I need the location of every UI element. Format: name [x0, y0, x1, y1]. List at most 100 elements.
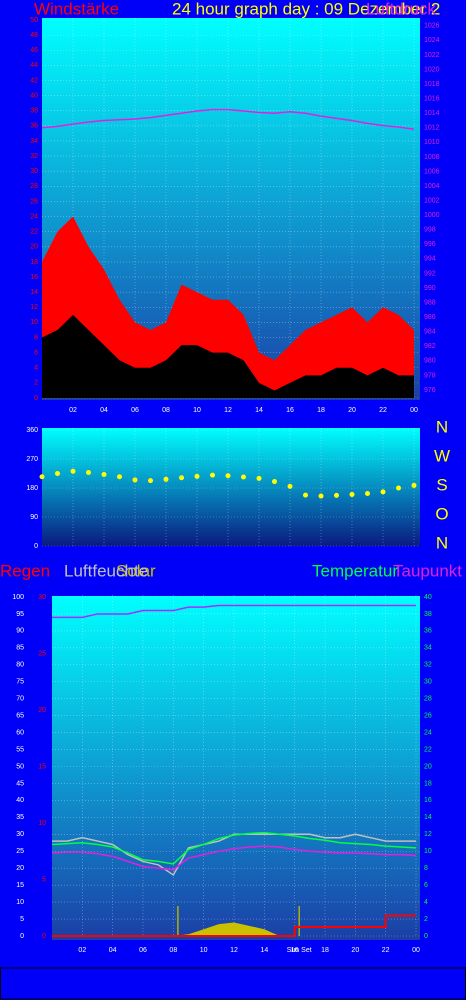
- y2-tick-label: 1020: [424, 66, 440, 73]
- y2-tick-label: 28: [424, 696, 432, 703]
- y2-tick-label: 12: [424, 831, 432, 838]
- line: [52, 604, 416, 619]
- y2-tick-label: 986: [424, 314, 436, 321]
- y-tick-label: 10: [30, 319, 38, 326]
- x-tick-label: 08: [169, 947, 177, 954]
- y2-tick-label: 984: [424, 329, 436, 336]
- y-tick-label: 0: [34, 543, 38, 550]
- y2-tick-label: 1004: [424, 183, 440, 190]
- x-tick-label: 12: [224, 407, 232, 414]
- area: [42, 314, 414, 398]
- point: [101, 471, 107, 477]
- point: [272, 479, 277, 485]
- y-tick-label: 45: [16, 780, 24, 787]
- y2-tick-label: 20: [424, 763, 432, 770]
- x-tick-label: 16: [286, 407, 294, 414]
- y-tick-label: 5: [20, 916, 24, 923]
- x-tick-label: 06: [139, 947, 147, 954]
- x-tick-label: 02: [69, 407, 77, 414]
- y2-tick-label: 978: [424, 372, 436, 379]
- y-tick-label: 2: [34, 380, 38, 387]
- plot-area: [52, 596, 420, 940]
- y-tick-label: 50: [16, 763, 24, 770]
- point: [287, 483, 293, 489]
- chart-title: 24 hour graph day : 09 Dezember 2: [172, 0, 440, 18]
- y2-tick-label: 988: [424, 299, 436, 306]
- x-tick-label: 10: [200, 947, 208, 954]
- y-tick-label: 70: [16, 696, 24, 703]
- frame: [0, 967, 466, 1000]
- y3-tick-label: 25: [38, 650, 46, 657]
- direction-label: O: [435, 504, 448, 523]
- y-tick-label: 6: [34, 349, 38, 356]
- x-tick-label: 06: [131, 407, 139, 414]
- y3-tick-label: 20: [38, 707, 46, 714]
- legend-label: Temperatur: [312, 561, 398, 580]
- y2-tick-label: 976: [424, 387, 436, 394]
- y2-tick-label: 10: [424, 848, 432, 855]
- point: [210, 472, 215, 478]
- y-tick-label: 65: [16, 712, 24, 719]
- step-line: [52, 914, 416, 937]
- x-tick-label: 04: [109, 947, 117, 954]
- y-tick-label: 30: [16, 831, 24, 838]
- y-tick-label: 90: [16, 628, 24, 635]
- point: [148, 478, 153, 484]
- point: [318, 493, 324, 499]
- y-tick-label: 100: [12, 594, 24, 601]
- y2-tick-label: 2: [424, 916, 428, 923]
- y-tick-label: 80: [16, 662, 24, 669]
- y3-tick-label: 5: [42, 876, 46, 883]
- y-tick-label: 40: [16, 797, 24, 804]
- y-tick-label: 4: [34, 365, 38, 372]
- y-tick-label: 180: [26, 485, 38, 492]
- y-tick-label: 85: [16, 645, 24, 652]
- point: [179, 475, 184, 481]
- x-tick-label: 18: [321, 947, 329, 954]
- plot-area: [42, 428, 420, 546]
- y2-tick-label: 32: [424, 662, 432, 669]
- y-tick-label: 42: [30, 77, 38, 84]
- y2-tick-label: 6: [424, 882, 428, 889]
- y-label: Windstärke: [34, 0, 119, 18]
- sun-label: Sun Set: [287, 947, 312, 954]
- y3-tick-label: 15: [38, 763, 46, 770]
- y2-tick-label: 16: [424, 797, 432, 804]
- point: [365, 490, 370, 496]
- y-tick-label: 0: [20, 933, 24, 940]
- y-tick-label: 60: [16, 729, 24, 736]
- legend-label: Luftfeuchte: [64, 561, 148, 580]
- y2-tick-label: 998: [424, 227, 436, 234]
- line: [52, 833, 416, 877]
- x-tick-label: 00: [412, 947, 420, 954]
- y2-tick-label: 30: [424, 679, 432, 686]
- y-tick-label: 32: [30, 153, 38, 160]
- x-tick-label: 14: [255, 407, 263, 414]
- y2-tick-label: 36: [424, 628, 432, 635]
- y-tick-label: 20: [30, 244, 38, 251]
- y2-tick-label: 4: [424, 899, 428, 906]
- y2-tick-label: 1024: [424, 37, 440, 44]
- y-tick-label: 22: [30, 229, 38, 236]
- direction-label: S: [436, 475, 447, 494]
- y-tick-label: 24: [30, 213, 38, 220]
- point: [86, 470, 91, 476]
- y2-tick-label: 992: [424, 270, 436, 277]
- area: [42, 216, 414, 398]
- point: [396, 485, 401, 491]
- y2-tick-label: 1018: [424, 81, 440, 88]
- y-tick-label: 55: [16, 746, 24, 753]
- y2-tick-label: 1022: [424, 52, 440, 59]
- y-tick-label: 40: [30, 92, 38, 99]
- y-tick-label: 10: [16, 899, 24, 906]
- y-tick-label: 95: [16, 611, 24, 618]
- x-tick-label: 20: [351, 947, 359, 954]
- y-tick-label: 8: [34, 334, 38, 341]
- y-tick-label: 48: [30, 32, 38, 39]
- y2-tick-label: 38: [424, 611, 432, 618]
- point: [55, 471, 60, 476]
- y2-tick-label: 40: [424, 594, 432, 601]
- line: [51, 831, 417, 865]
- point: [70, 468, 76, 474]
